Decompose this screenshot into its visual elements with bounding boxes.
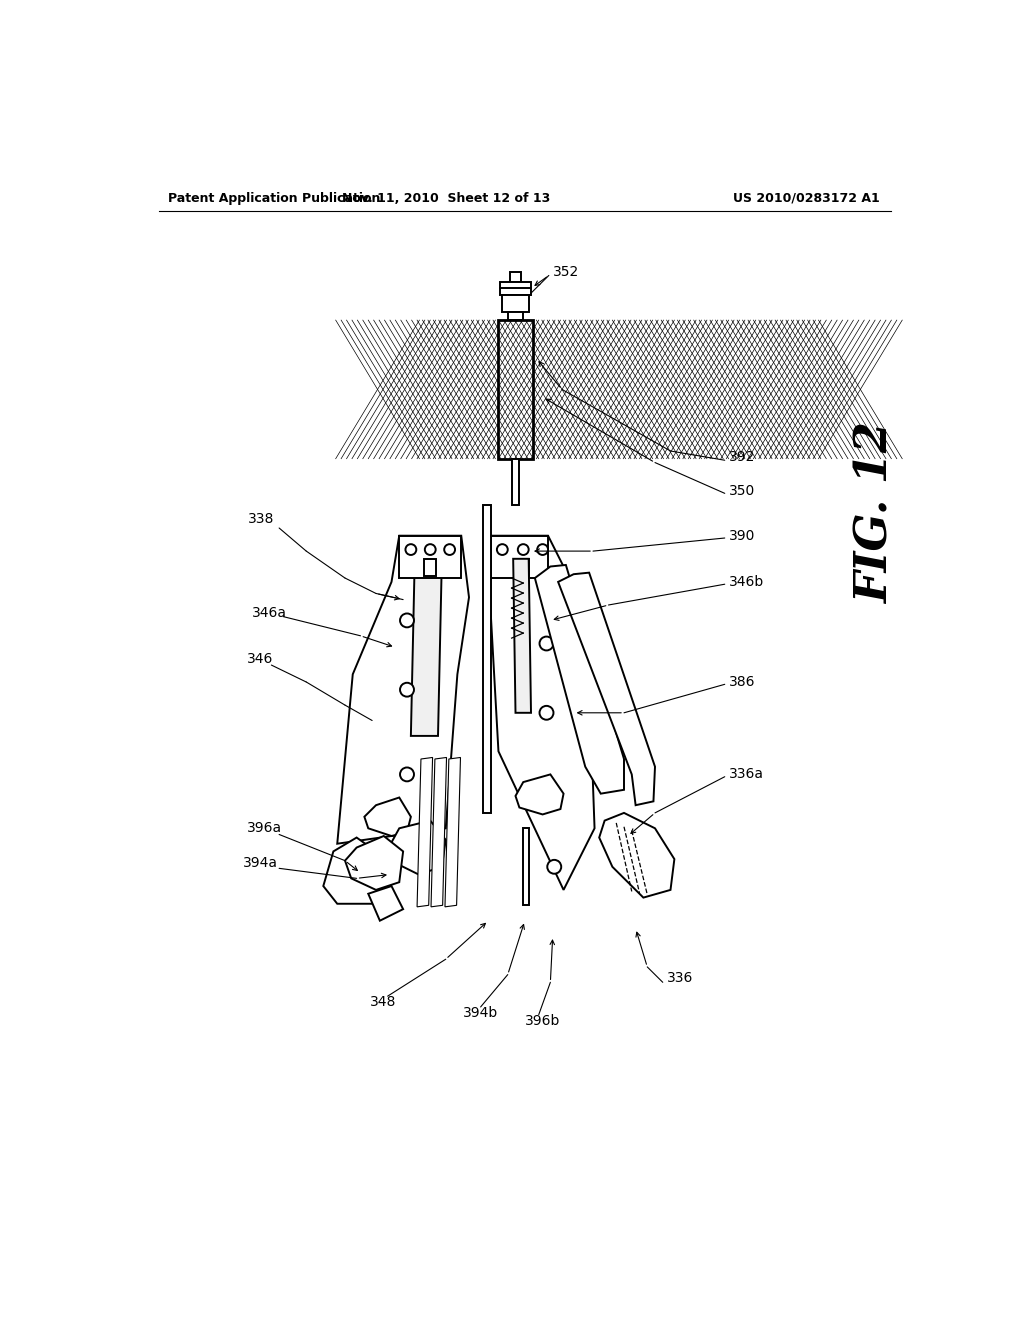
Text: 386: 386: [729, 675, 755, 689]
Text: 348: 348: [370, 994, 396, 1008]
Polygon shape: [515, 775, 563, 814]
Bar: [502, 296, 529, 313]
Circle shape: [540, 706, 554, 719]
Polygon shape: [535, 565, 624, 793]
Polygon shape: [431, 758, 446, 907]
Polygon shape: [558, 573, 655, 805]
Circle shape: [540, 791, 554, 804]
Circle shape: [444, 544, 455, 554]
Circle shape: [518, 544, 528, 554]
Circle shape: [547, 859, 561, 874]
Text: 394b: 394b: [463, 1006, 498, 1020]
Text: 346: 346: [247, 652, 273, 665]
Circle shape: [406, 544, 417, 554]
Polygon shape: [490, 536, 548, 578]
Polygon shape: [599, 813, 675, 898]
Bar: [424, 558, 436, 576]
Text: 396b: 396b: [524, 1014, 560, 1028]
Polygon shape: [390, 821, 445, 874]
Polygon shape: [513, 558, 531, 713]
Text: Patent Application Publication: Patent Application Publication: [168, 191, 381, 205]
Bar: [510, 272, 521, 281]
Text: 338: 338: [248, 512, 274, 525]
Circle shape: [425, 544, 435, 554]
Text: 394a: 394a: [243, 855, 278, 870]
Circle shape: [400, 614, 414, 627]
Polygon shape: [490, 536, 595, 890]
Text: 346b: 346b: [729, 576, 764, 589]
Text: US 2010/0283172 A1: US 2010/0283172 A1: [733, 191, 880, 205]
Text: Nov. 11, 2010  Sheet 12 of 13: Nov. 11, 2010 Sheet 12 of 13: [342, 191, 550, 205]
Bar: [500, 281, 531, 296]
Circle shape: [540, 636, 554, 651]
Circle shape: [400, 682, 414, 697]
Bar: [508, 313, 523, 321]
Bar: [512, 459, 519, 506]
Circle shape: [497, 544, 508, 554]
Text: 336a: 336a: [729, 767, 764, 781]
Circle shape: [538, 544, 548, 554]
Text: FIG. 12: FIG. 12: [854, 421, 897, 603]
Polygon shape: [399, 536, 461, 578]
Polygon shape: [365, 797, 411, 836]
Text: 346a: 346a: [252, 606, 287, 619]
Circle shape: [400, 767, 414, 781]
Polygon shape: [417, 758, 432, 907]
Text: 352: 352: [553, 265, 579, 280]
Polygon shape: [445, 758, 461, 907]
Bar: [499, 321, 532, 459]
Text: 350: 350: [729, 484, 755, 498]
Bar: [523, 829, 529, 906]
Text: 396a: 396a: [247, 821, 282, 836]
Bar: [515, 558, 529, 576]
Polygon shape: [369, 886, 403, 921]
Text: 336: 336: [667, 972, 693, 986]
Text: 390: 390: [729, 529, 755, 543]
Polygon shape: [411, 558, 442, 737]
Polygon shape: [337, 536, 469, 843]
Bar: [483, 506, 490, 813]
Polygon shape: [345, 836, 403, 890]
Text: 392: 392: [729, 450, 755, 465]
Polygon shape: [324, 837, 384, 904]
Bar: [499, 321, 532, 459]
